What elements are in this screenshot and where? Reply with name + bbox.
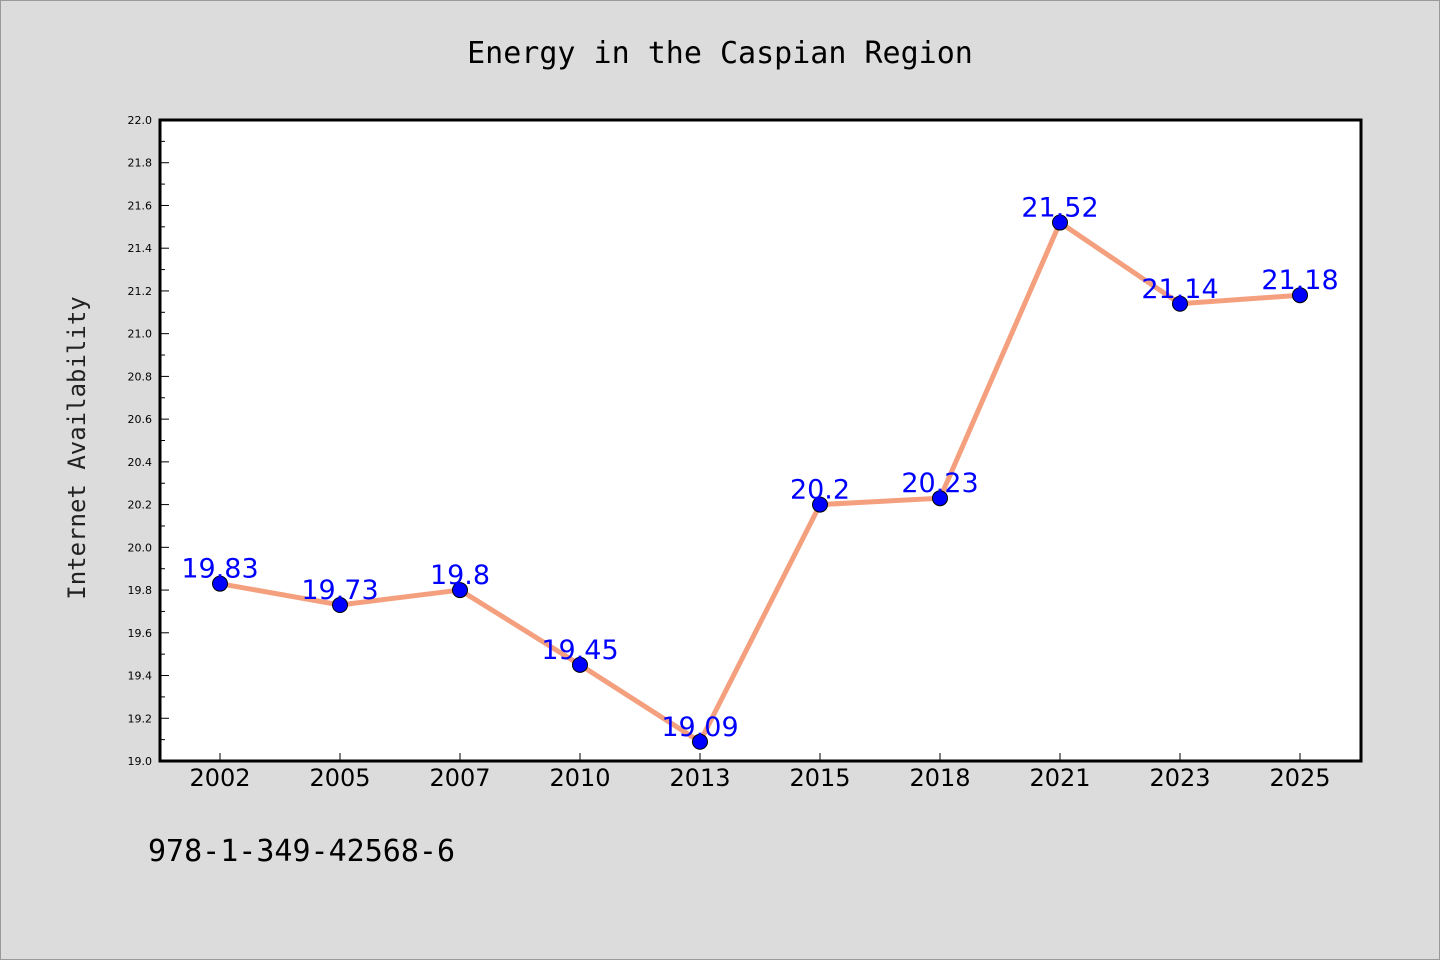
y-tick-label: 22.0 xyxy=(128,114,153,127)
data-label: 19.83 xyxy=(181,554,258,585)
y-tick-label: 19.2 xyxy=(128,712,153,725)
data-label: 21.14 xyxy=(1141,274,1218,305)
isbn-text: 978-1-349-42568-6 xyxy=(148,834,456,869)
x-tick-label: 2002 xyxy=(189,764,250,792)
y-tick-label: 19.0 xyxy=(128,755,153,768)
plot-area: 19.0 19.2 19.4 19.6 19.8 20.0 20.2 20.4 20.6 20.8… xyxy=(128,114,1363,792)
data-label: 21.52 xyxy=(1021,193,1098,224)
data-point xyxy=(1052,214,1068,231)
y-tick-label: 20.2 xyxy=(128,499,153,512)
data-label: 19.45 xyxy=(541,635,618,666)
x-tick-label: 2025 xyxy=(1269,764,1330,792)
data-point xyxy=(332,597,348,614)
y-tick-label: 21.0 xyxy=(128,328,153,341)
y-tick-label: 20.4 xyxy=(128,456,153,469)
data-label: 21.18 xyxy=(1261,265,1338,296)
y-tick-label: 21.2 xyxy=(128,285,153,298)
data-point xyxy=(1172,295,1188,312)
x-tick-label: 2015 xyxy=(789,764,850,792)
y-tick-label: 20.8 xyxy=(128,370,153,383)
data-point xyxy=(812,496,828,513)
data-label: 20.23 xyxy=(901,468,978,499)
y-tick-label: 20.0 xyxy=(128,541,153,554)
y-tick-label: 21.6 xyxy=(128,199,153,212)
y-tick-label: 19.6 xyxy=(128,627,153,640)
data-point xyxy=(572,656,588,673)
data-label: 20.2 xyxy=(790,475,850,506)
x-tick-label: 2013 xyxy=(669,764,730,792)
series-line xyxy=(219,218,1301,746)
x-tick-label: 2007 xyxy=(429,764,490,792)
y-tick-label: 21.8 xyxy=(128,157,153,170)
y-axis-label: Internet Availability xyxy=(63,296,91,599)
data-point xyxy=(932,490,948,507)
plot-background xyxy=(160,120,1361,761)
data-label: 19.8 xyxy=(430,560,490,591)
data-point xyxy=(692,733,708,750)
x-tick-label: 2010 xyxy=(549,764,610,792)
y-tick-label: 19.4 xyxy=(128,670,153,683)
chart-title: Energy in the Caspian Region xyxy=(467,36,973,71)
data-point xyxy=(212,575,228,592)
data-label: 19.73 xyxy=(301,575,378,606)
x-tick-label: 2023 xyxy=(1149,764,1210,792)
x-tick-label: 2021 xyxy=(1029,764,1090,792)
y-tick-label: 21.4 xyxy=(128,242,153,255)
data-point xyxy=(1292,287,1308,304)
x-tick-label: 2018 xyxy=(909,764,970,792)
plot-border xyxy=(158,118,1363,763)
y-tick-label: 20.6 xyxy=(128,413,153,426)
data-point xyxy=(452,582,468,599)
data-label: 19.09 xyxy=(661,712,738,743)
x-tick-label: 2005 xyxy=(309,764,370,792)
y-tick-label: 19.8 xyxy=(128,584,153,597)
